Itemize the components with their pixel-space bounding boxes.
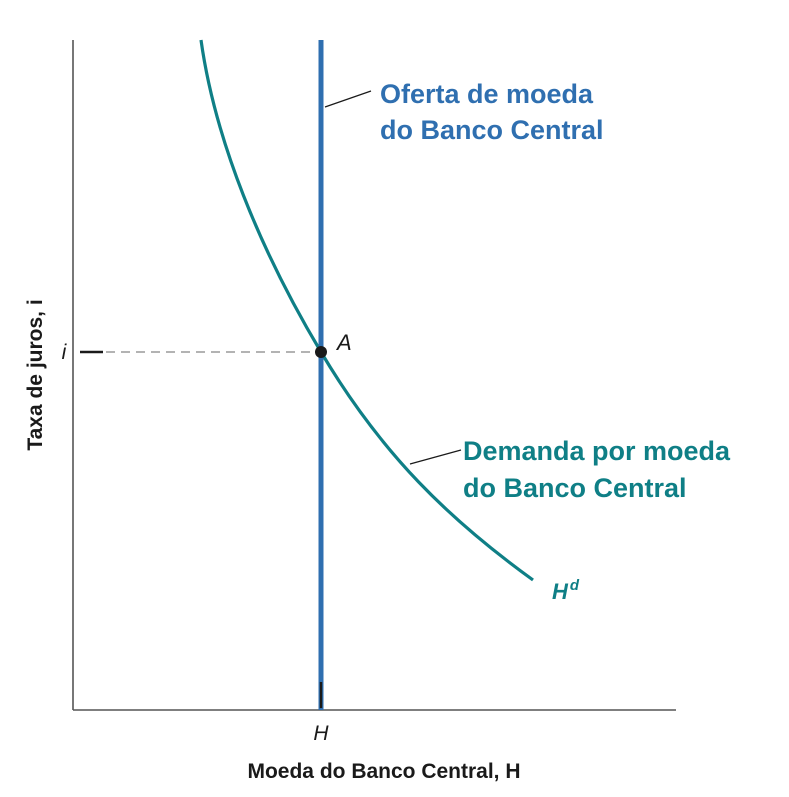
x-tick-label: H <box>313 722 329 745</box>
supply-leader-line <box>324 90 372 108</box>
equilibrium-label: A <box>335 330 352 355</box>
equilibrium-point <box>315 346 327 358</box>
y-tick-label: i <box>62 341 68 364</box>
supply-label-line2: do Banco Central <box>380 115 604 145</box>
demand-curve-name-superscript: d <box>570 577 580 594</box>
y-axis-title: Taxa de juros, i <box>24 299 47 450</box>
demand-label-line2: do Banco Central <box>463 473 687 503</box>
x-axis-title: Moeda do Banco Central, H <box>247 760 520 783</box>
supply-label-line1: Oferta de moeda <box>380 79 594 109</box>
demand-label-line1: Demanda por moeda <box>463 436 731 466</box>
demand-leader-line <box>409 449 462 465</box>
demand-curve-name-base: H <box>552 579 569 604</box>
